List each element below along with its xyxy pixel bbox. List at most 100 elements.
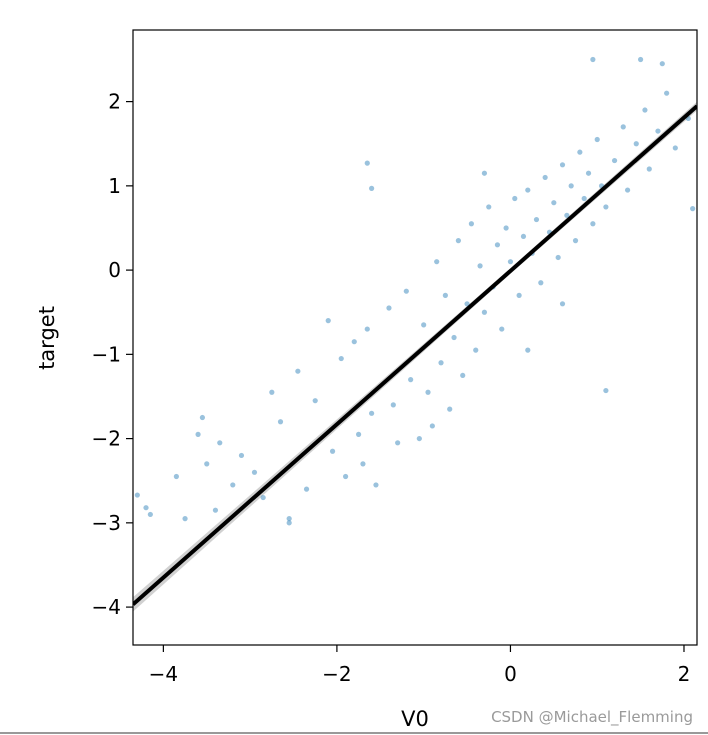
scatter-point	[559, 301, 566, 307]
x-tick-label: −2	[322, 662, 351, 686]
scatter-point	[603, 387, 609, 394]
scatter-point	[442, 292, 448, 298]
scatter-point	[603, 204, 609, 210]
scatter-point	[438, 360, 444, 366]
scatter-point	[182, 516, 188, 522]
scatter-point	[364, 326, 370, 332]
y-axis-title: target	[35, 306, 59, 370]
scatter-point	[494, 242, 501, 248]
plot-frame	[132, 29, 698, 646]
scatter-point	[512, 195, 518, 202]
scatter-point	[199, 414, 206, 421]
scatter-point	[338, 355, 344, 362]
scatter-points	[134, 56, 696, 526]
x-tick-label: 0	[504, 662, 517, 686]
scatter-point	[659, 61, 665, 67]
scatter-point	[455, 238, 461, 244]
scatter-point	[360, 461, 366, 467]
x-tick-label: −4	[149, 662, 178, 686]
scatter-point	[577, 149, 583, 155]
scatter-point	[364, 160, 370, 166]
scatter-point	[217, 440, 223, 446]
scatter-point	[672, 145, 678, 151]
scatter-point	[421, 322, 427, 328]
scatter-point	[369, 185, 375, 191]
y-axis: −4 −3 −2 −1 0 1 2	[92, 90, 133, 619]
scatter-point	[212, 507, 219, 513]
scatter-point	[646, 166, 652, 172]
scatter-point	[356, 431, 362, 437]
scatter-point	[633, 141, 639, 147]
y-tick-label: 1	[108, 174, 121, 198]
scatter-point	[572, 238, 579, 244]
y-tick-label: 2	[108, 90, 121, 114]
scatter-point	[286, 516, 292, 522]
scatter-point	[325, 318, 331, 324]
regression-layer	[133, 104, 697, 606]
scatter-point	[390, 402, 396, 408]
scatter-point	[503, 225, 509, 231]
scatter-point	[590, 56, 596, 63]
scatter-point	[195, 431, 201, 437]
scatter-point	[590, 221, 596, 227]
scatter-point	[464, 301, 470, 307]
scatter-point	[269, 389, 275, 395]
scatter-point	[481, 170, 488, 176]
scatter-point	[516, 292, 522, 298]
y-tick-label: −1	[92, 342, 121, 366]
scatter-point	[551, 200, 557, 206]
scatter-point	[568, 183, 574, 189]
scatter-point	[295, 368, 301, 374]
x-axis: −4 −2 0 2	[149, 645, 691, 686]
scatter-point	[594, 136, 600, 143]
scatter-point	[507, 259, 514, 265]
scatter-point	[499, 326, 505, 332]
scatter-point	[525, 187, 531, 193]
scatter-point	[481, 309, 488, 315]
scatter-point	[581, 195, 587, 202]
scatter-point	[585, 170, 592, 176]
scatter-point	[538, 280, 544, 286]
scatter-point	[468, 221, 474, 227]
scatter-point	[611, 157, 618, 164]
scatter-point	[460, 372, 466, 379]
scatter-point	[542, 174, 548, 181]
scatter-point	[277, 419, 284, 425]
scatter-point	[638, 56, 644, 63]
scatter-point	[143, 505, 149, 511]
scatter-point	[624, 187, 631, 193]
scatter-point	[447, 406, 453, 412]
scatter-point	[425, 389, 431, 395]
x-axis-title: V0	[401, 707, 429, 731]
scatter-point	[386, 305, 392, 311]
scatter-point	[173, 473, 179, 480]
scatter-point	[486, 204, 492, 210]
scatter-point	[395, 440, 401, 446]
scatter-point	[312, 398, 318, 404]
y-tick-label: 0	[108, 258, 121, 282]
scatter-point	[520, 233, 527, 240]
scatter-point	[429, 423, 435, 429]
scatter-point	[303, 486, 310, 492]
scatter-point	[655, 128, 661, 134]
scatter-point	[451, 334, 457, 341]
scatter-point	[477, 263, 483, 269]
scatter-point	[690, 206, 696, 212]
watermark: CSDN @Michael_Flemming	[491, 708, 693, 727]
scatter-point	[351, 339, 357, 345]
y-tick-label: −2	[92, 427, 121, 451]
y-tick-label: −3	[92, 511, 121, 535]
scatter-point	[664, 90, 670, 96]
scatter-point	[473, 347, 479, 353]
scatter-point	[434, 259, 440, 265]
scatter-point	[251, 469, 258, 475]
scatter-point	[373, 482, 379, 488]
scatter-point	[620, 124, 626, 130]
scatter-point	[238, 452, 245, 459]
scatter-point	[408, 377, 414, 383]
scatter-point	[286, 520, 292, 526]
scatter-point	[533, 216, 540, 223]
x-tick-label: 2	[678, 662, 691, 686]
scatter-point	[564, 212, 570, 218]
